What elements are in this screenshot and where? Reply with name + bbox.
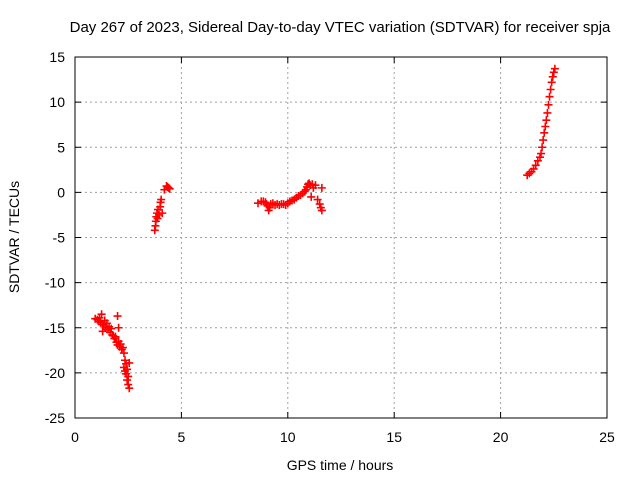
y-tick-label: -15 bbox=[45, 320, 65, 336]
y-tick-label: -20 bbox=[45, 365, 65, 381]
y-tick-label: 15 bbox=[49, 49, 65, 65]
data-point bbox=[543, 108, 552, 117]
y-tick-label: 10 bbox=[49, 94, 65, 110]
data-point bbox=[119, 349, 128, 358]
y-tick-label: -25 bbox=[45, 410, 65, 426]
y-tick-label: -5 bbox=[53, 230, 66, 246]
x-axis-label: GPS time / hours bbox=[287, 457, 394, 473]
data-point bbox=[542, 116, 551, 125]
data-point bbox=[313, 195, 322, 204]
data-point bbox=[539, 136, 548, 145]
data-point bbox=[153, 214, 162, 223]
data-point bbox=[123, 365, 132, 374]
x-tick-label: 0 bbox=[71, 429, 79, 445]
chart-title: Day 267 of 2023, Sidereal Day-to-day VTE… bbox=[70, 19, 611, 36]
data-point bbox=[118, 343, 127, 352]
data-point bbox=[158, 209, 167, 218]
data-point bbox=[157, 195, 166, 204]
data-point bbox=[165, 184, 174, 193]
data-point bbox=[125, 358, 134, 367]
data-point bbox=[107, 324, 116, 333]
data-point bbox=[114, 323, 123, 332]
data-point bbox=[311, 181, 320, 190]
data-point bbox=[307, 192, 316, 201]
data-point bbox=[124, 372, 133, 381]
data-point bbox=[535, 153, 544, 162]
data-point bbox=[537, 149, 546, 158]
data-point bbox=[541, 122, 550, 131]
data-point bbox=[538, 143, 547, 152]
data-point bbox=[164, 183, 173, 192]
y-tick-label: 5 bbox=[57, 139, 65, 155]
x-tick-label: 5 bbox=[178, 429, 186, 445]
plot-frame bbox=[74, 56, 608, 419]
data-point bbox=[265, 203, 274, 212]
data-point bbox=[315, 200, 324, 209]
data-point bbox=[531, 161, 540, 170]
data-point bbox=[113, 312, 122, 321]
data-point bbox=[548, 72, 557, 81]
grid bbox=[75, 57, 607, 418]
x-tick-label: 10 bbox=[280, 429, 296, 445]
data-point bbox=[317, 183, 326, 192]
data-point bbox=[549, 68, 558, 77]
y-axis-label: SDTVAR / TECUs bbox=[6, 181, 22, 293]
x-tick-label: 25 bbox=[599, 429, 615, 445]
data-point bbox=[300, 187, 309, 196]
data-point bbox=[547, 78, 556, 87]
x-tick-label: 15 bbox=[386, 429, 402, 445]
data-point bbox=[124, 380, 133, 389]
data-points bbox=[91, 64, 559, 393]
data-point bbox=[550, 64, 559, 73]
data-point bbox=[125, 384, 134, 393]
data-point bbox=[544, 100, 553, 109]
data-point bbox=[111, 332, 120, 341]
data-point bbox=[123, 376, 132, 385]
data-point bbox=[97, 310, 106, 319]
data-point bbox=[546, 85, 555, 94]
y-tick-label: 0 bbox=[57, 184, 65, 200]
y-tick-label: -10 bbox=[45, 275, 65, 291]
data-point bbox=[545, 92, 554, 101]
data-point bbox=[540, 128, 549, 137]
data-point bbox=[121, 356, 130, 365]
x-tick-label: 20 bbox=[493, 429, 509, 445]
data-point bbox=[317, 206, 326, 215]
tick-labels: 0 5 10 15 20 25 -25 -20 -15 -10 -5 0 5 10 15 bbox=[45, 49, 615, 445]
